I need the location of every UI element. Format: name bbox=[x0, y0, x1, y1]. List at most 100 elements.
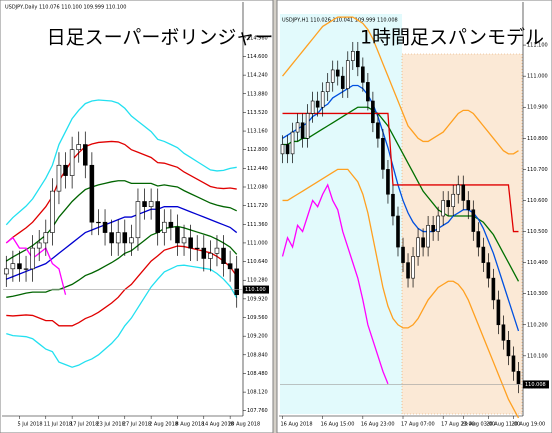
candle-body bbox=[280, 144, 285, 155]
x-tick-label: 11 Jul 2018 bbox=[44, 422, 72, 428]
y-tick-label: 110.700 bbox=[527, 167, 548, 173]
chart-subtitle: USDJPY,H1 110.026 110.041 109.999 110.00… bbox=[282, 18, 398, 24]
candle-body bbox=[345, 60, 350, 89]
candle-body bbox=[188, 237, 193, 249]
y-tick-label: 113.160 bbox=[247, 129, 268, 135]
y-tick-label: 113.880 bbox=[247, 91, 268, 97]
y-tick-label: 110.400 bbox=[527, 260, 548, 266]
candle-body bbox=[96, 221, 101, 224]
candle-body bbox=[69, 149, 75, 176]
candle-body bbox=[208, 252, 213, 259]
indicator-line bbox=[282, 84, 520, 332]
candle-body bbox=[330, 69, 335, 83]
candle-body bbox=[300, 122, 305, 139]
candle-body bbox=[30, 247, 35, 270]
candle-body bbox=[234, 268, 239, 296]
candle-body bbox=[290, 131, 295, 155]
candle-body bbox=[381, 138, 385, 170]
candle-body bbox=[115, 232, 121, 244]
y-tick-label: 110.200 bbox=[527, 322, 548, 328]
candle-body bbox=[56, 164, 62, 192]
candle-body bbox=[89, 164, 95, 223]
candle-body bbox=[320, 91, 325, 108]
candle-body bbox=[340, 75, 345, 89]
candle-body bbox=[63, 164, 68, 176]
x-tick-label: 14 Aug 2018 bbox=[202, 422, 234, 428]
x-tick-label: 16 Aug 15:00 bbox=[321, 422, 355, 428]
y-tick-label: 107.760 bbox=[247, 408, 268, 414]
candle-body bbox=[386, 169, 390, 195]
candle-body bbox=[481, 246, 486, 263]
y-tick-label: 111.360 bbox=[247, 222, 268, 228]
candle-body bbox=[83, 144, 88, 166]
x-tick-label: 5 Jul 2018 bbox=[17, 422, 42, 428]
candle-body bbox=[17, 263, 22, 270]
y-tick-label: 110.300 bbox=[527, 291, 548, 297]
candle-body bbox=[350, 50, 355, 61]
x-tick-label: 20 Aug 11:00 bbox=[486, 422, 520, 428]
y-tick-label: 111.720 bbox=[247, 203, 268, 209]
y-tick-label: 113.520 bbox=[247, 110, 268, 116]
candle-body bbox=[129, 237, 134, 244]
y-tick-label: 110.600 bbox=[527, 198, 548, 204]
x-tick-label: 2 Aug 2018 bbox=[149, 422, 178, 428]
x-tick-label: 17 Aug 23:00 bbox=[441, 422, 475, 428]
indicator-line bbox=[282, 112, 519, 233]
candle-body bbox=[325, 82, 330, 92]
candle-body bbox=[102, 221, 108, 233]
y-tick-label: 111.100 bbox=[527, 43, 548, 49]
x-tick-label: 16 Aug 23:00 bbox=[361, 422, 395, 428]
candle-body bbox=[23, 268, 29, 270]
candle-body bbox=[175, 227, 180, 244]
candle-body bbox=[148, 201, 154, 207]
candle-body bbox=[181, 237, 187, 244]
y-tick-label: 112.440 bbox=[247, 166, 268, 172]
y-tick-label: 114.240 bbox=[247, 73, 268, 79]
candle-body bbox=[486, 262, 491, 279]
chart-title: 日足スーパーボリンジャー bbox=[47, 27, 274, 49]
candle-body bbox=[496, 299, 501, 326]
indicator-line bbox=[5, 140, 237, 244]
candle-body bbox=[501, 324, 506, 341]
y-tick-label: 108.480 bbox=[247, 371, 268, 377]
candle-body bbox=[446, 200, 451, 207]
x-tick-label: 20 Aug 03:00 bbox=[461, 422, 495, 428]
candle-body bbox=[356, 50, 360, 68]
x-tick-label: 8 Aug 2018 bbox=[175, 422, 204, 428]
candle-body bbox=[471, 209, 476, 232]
candle-body bbox=[511, 355, 516, 372]
x-tick-label: 17 Aug 07:00 bbox=[401, 422, 435, 428]
candle-body bbox=[162, 221, 167, 233]
y-tick-label: 110.280 bbox=[247, 278, 268, 284]
candle-body bbox=[76, 144, 81, 151]
candle-body bbox=[441, 200, 445, 217]
y-tick-label: 112.800 bbox=[247, 147, 268, 153]
y-tick-label: 114.960 bbox=[247, 35, 268, 41]
x-tick-label: 20 Aug 19:00 bbox=[511, 422, 545, 428]
indicator-line bbox=[6, 245, 238, 327]
y-tick-label: 110.900 bbox=[527, 105, 548, 111]
y-tick-label: 109.200 bbox=[247, 334, 268, 340]
indicator-line bbox=[5, 236, 67, 295]
x-tick-label: 20 Aug 2018 bbox=[228, 422, 260, 428]
candle-body bbox=[36, 242, 42, 249]
candle-body bbox=[451, 193, 456, 207]
candle-body bbox=[366, 82, 370, 102]
candle-body bbox=[391, 193, 395, 217]
candle-body bbox=[411, 256, 415, 279]
candle-body bbox=[476, 231, 481, 248]
candle-body bbox=[295, 122, 300, 133]
candle-body bbox=[456, 184, 461, 195]
candle-body bbox=[361, 66, 365, 83]
candle-body bbox=[43, 232, 49, 244]
last-price-box bbox=[523, 380, 549, 389]
candle-body bbox=[135, 201, 141, 239]
candle-body bbox=[371, 100, 375, 124]
indicator-line bbox=[5, 99, 237, 226]
candle-body bbox=[310, 100, 315, 114]
candle-body bbox=[109, 232, 114, 244]
y-tick-label: 111.000 bbox=[527, 74, 548, 80]
candle-body bbox=[466, 200, 471, 211]
x-tick-label: 23 Jul 2018 bbox=[96, 422, 124, 428]
